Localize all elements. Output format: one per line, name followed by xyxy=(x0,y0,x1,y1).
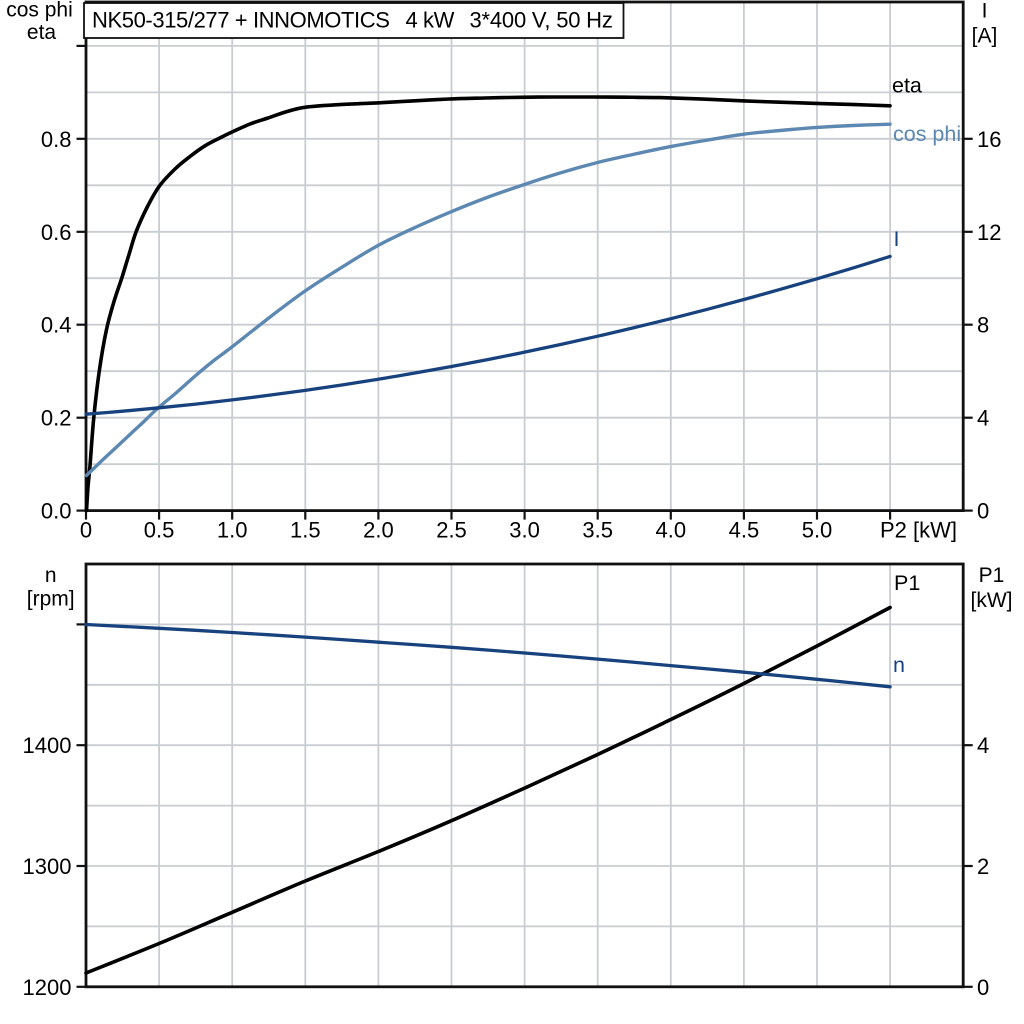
svg-text:[A]: [A] xyxy=(972,25,998,48)
svg-text:4.5: 4.5 xyxy=(729,518,760,543)
svg-text:0.5: 0.5 xyxy=(144,518,175,543)
svg-text:P1: P1 xyxy=(894,571,920,595)
svg-text:[rpm]: [rpm] xyxy=(27,588,75,611)
svg-text:n: n xyxy=(45,564,57,587)
svg-text:n: n xyxy=(893,653,905,677)
svg-text:NK50-315/277 + INNOMOTICS: NK50-315/277 + INNOMOTICS xyxy=(92,8,390,33)
svg-text:0.0: 0.0 xyxy=(41,499,72,524)
svg-text:3.5: 3.5 xyxy=(582,518,613,543)
svg-text:1300: 1300 xyxy=(23,854,72,879)
svg-text:1.0: 1.0 xyxy=(217,518,248,543)
svg-text:0.8: 0.8 xyxy=(41,127,72,152)
svg-text:eta: eta xyxy=(27,21,57,44)
svg-text:P2 [kW]: P2 [kW] xyxy=(880,518,957,543)
svg-text:16: 16 xyxy=(977,127,1001,152)
svg-text:2: 2 xyxy=(977,854,989,879)
svg-text:cos phi: cos phi xyxy=(6,0,73,22)
svg-text:12: 12 xyxy=(977,220,1001,245)
svg-text:0.2: 0.2 xyxy=(41,406,72,431)
svg-text:2.0: 2.0 xyxy=(363,518,394,543)
svg-text:4.0: 4.0 xyxy=(656,518,687,543)
svg-text:8: 8 xyxy=(977,313,989,338)
svg-text:[kW]: [kW] xyxy=(971,589,1013,612)
svg-text:5.0: 5.0 xyxy=(802,518,833,543)
svg-text:4 kW: 4 kW xyxy=(406,8,455,33)
svg-text:1.5: 1.5 xyxy=(290,518,321,543)
svg-text:1400: 1400 xyxy=(23,733,72,758)
svg-text:1200: 1200 xyxy=(23,975,72,1000)
svg-text:2.5: 2.5 xyxy=(436,518,467,543)
svg-text:I: I xyxy=(982,0,988,23)
svg-text:cos phi: cos phi xyxy=(893,122,961,146)
svg-text:4: 4 xyxy=(977,406,989,431)
svg-text:0: 0 xyxy=(977,499,989,524)
svg-text:eta: eta xyxy=(892,74,922,98)
svg-text:0.6: 0.6 xyxy=(41,220,72,245)
svg-text:3*400 V, 50 Hz: 3*400 V, 50 Hz xyxy=(470,8,613,33)
svg-text:3.0: 3.0 xyxy=(509,518,540,543)
svg-text:4: 4 xyxy=(977,733,989,758)
svg-text:0: 0 xyxy=(977,975,989,1000)
svg-text:0: 0 xyxy=(80,518,92,543)
svg-text:P1: P1 xyxy=(979,564,1005,587)
svg-text:I: I xyxy=(894,227,900,251)
svg-text:0.4: 0.4 xyxy=(41,313,72,338)
